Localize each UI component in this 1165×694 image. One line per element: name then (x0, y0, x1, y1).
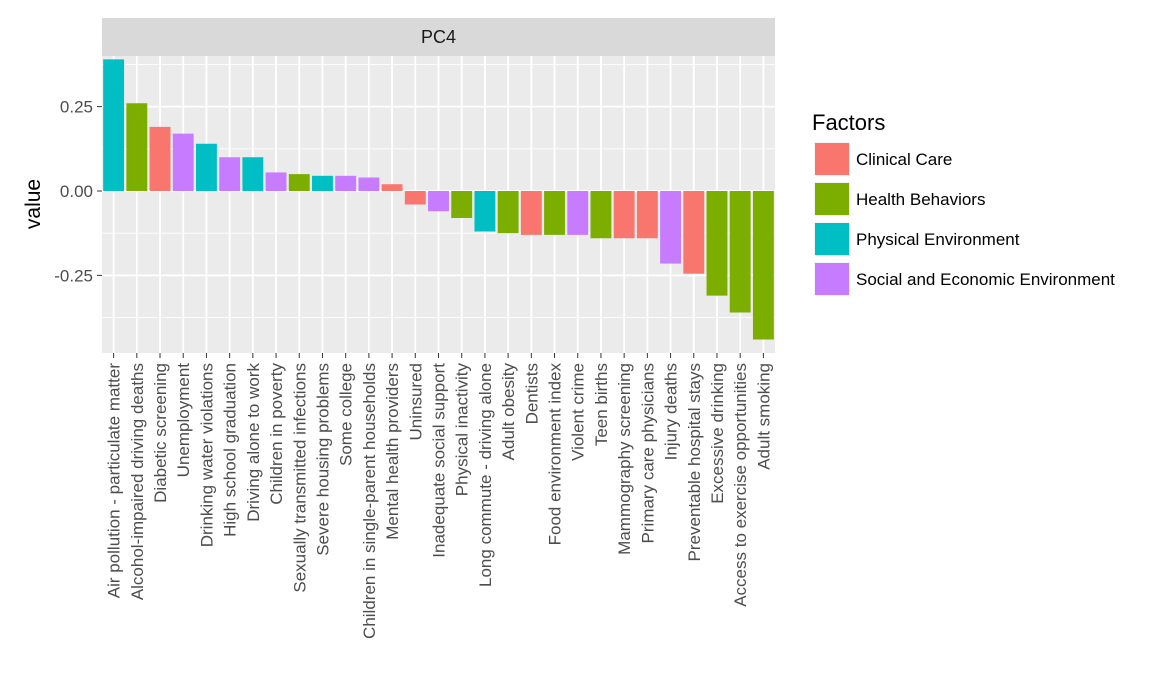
x-tick-label: Inadequate social support (430, 363, 449, 558)
x-tick-label: Children in poverty (267, 363, 286, 505)
bar (149, 126, 171, 191)
bar (729, 191, 751, 313)
x-tick-label: Injury deaths (662, 363, 681, 460)
x-tick-label: Children in single-parent households (360, 363, 379, 639)
legend-swatch (815, 143, 849, 175)
bar (126, 103, 148, 191)
bar (474, 191, 496, 232)
x-tick-label: Adult smoking (754, 363, 773, 470)
x-tick-label: Adult obesity (499, 363, 518, 461)
x-tick-label: Physical inactivity (453, 363, 472, 497)
bar (219, 157, 241, 191)
x-tick-label: Drinking water violations (197, 363, 216, 547)
x-tick-label: Dentists (522, 363, 541, 424)
x-tick-label: Air pollution - particulate matter (105, 363, 124, 599)
bar (636, 191, 658, 239)
bar (451, 191, 473, 218)
bar (590, 191, 612, 239)
bar (520, 191, 542, 235)
bars (103, 59, 774, 340)
x-tick-label: Sexually transmitted infections (290, 363, 309, 593)
bar (567, 191, 589, 235)
bar (265, 172, 287, 191)
bar (242, 157, 264, 191)
x-tick-label: Food environment index (546, 363, 565, 546)
x-tick-label: Excessive drinking (708, 363, 727, 504)
bar (752, 191, 774, 340)
legend-entry-label: Health Behaviors (856, 190, 985, 209)
x-tick-label: Mammography screening (615, 363, 634, 555)
legend-swatch (815, 263, 849, 295)
y-tick-label: -0.25 (54, 266, 93, 285)
legend-entry-label: Physical Environment (856, 230, 1020, 249)
bar (404, 191, 426, 205)
bar (358, 177, 380, 191)
x-tick-label: Preventable hospital stays (685, 363, 704, 561)
x-tick-label: Uninsured (406, 363, 425, 441)
bar (381, 184, 403, 191)
bar (312, 175, 333, 191)
y-tick-label: 0.25 (60, 98, 93, 117)
bar (103, 59, 125, 191)
y-axis-title: value (22, 179, 45, 229)
x-tick-label: Driving alone to work (244, 363, 263, 522)
bar (497, 191, 519, 234)
bar (683, 191, 705, 274)
y-axis: 0.25 0.00 -0.25 (54, 98, 102, 285)
x-tick-label: Long commute - driving alone (476, 363, 495, 587)
bar (335, 175, 357, 191)
legend-title: Factors (812, 110, 885, 135)
bar (544, 191, 565, 235)
bar (288, 174, 310, 191)
x-tick-label: Some college (337, 363, 356, 466)
facet-strip (102, 18, 775, 56)
y-tick-label: 0.00 (60, 182, 93, 201)
x-tick-label: Severe housing problems (313, 363, 332, 556)
x-axis: Air pollution - particulate matter Alcoho… (105, 353, 773, 639)
x-tick-label: Unemployment (174, 363, 193, 478)
bar (706, 191, 728, 296)
x-tick-label: High school graduation (221, 363, 240, 537)
x-tick-label: Violent crime (569, 363, 588, 461)
bar (660, 191, 682, 264)
legend-swatch (815, 183, 849, 215)
legend: Factors Clinical Care Health Behaviors Phy… (812, 110, 1115, 296)
bar (613, 191, 635, 239)
bar (428, 191, 449, 212)
facet-label: PC4 (421, 27, 456, 47)
bar (172, 133, 194, 191)
legend-entry-label: Clinical Care (856, 150, 952, 169)
bar (195, 143, 217, 191)
x-tick-label: Teen births (592, 363, 611, 446)
legend-entry-label: Social and Economic Environment (856, 270, 1115, 289)
legend-swatch (815, 223, 849, 255)
x-tick-label: Alcohol-impaired driving deaths (128, 363, 147, 600)
x-tick-label: Diabetic screening (151, 363, 170, 503)
x-tick-label: Access to exercise opportunities (731, 363, 750, 607)
x-tick-label: Mental health providers (383, 363, 402, 540)
x-tick-label: Primary care physicians (638, 363, 657, 543)
